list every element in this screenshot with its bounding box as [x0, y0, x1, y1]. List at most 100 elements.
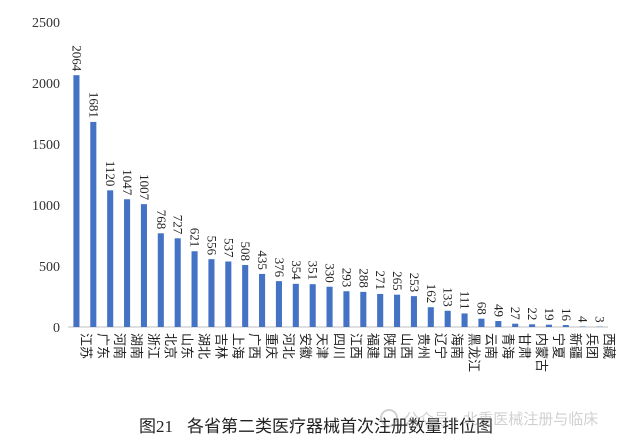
bar	[377, 293, 384, 327]
bar	[157, 233, 164, 327]
data-label: 27	[508, 307, 523, 321]
bar	[73, 75, 80, 327]
bar	[208, 259, 215, 327]
data-label: 4	[576, 316, 591, 323]
category-label: 河北	[281, 333, 296, 359]
category-label: 宁夏	[551, 333, 566, 359]
category-label: 湖南	[129, 333, 144, 359]
data-label: 19	[542, 308, 557, 321]
data-label: 727	[171, 215, 186, 235]
data-label: 2064	[69, 45, 84, 72]
category-label: 四川	[332, 333, 347, 359]
bar	[140, 204, 147, 327]
bar	[394, 294, 401, 327]
data-label: 354	[289, 260, 304, 280]
data-label: 49	[491, 304, 506, 317]
bar	[309, 284, 316, 327]
category-label: 安徽	[298, 333, 313, 359]
category-label: 广西	[247, 333, 262, 359]
bar	[495, 321, 502, 327]
category-label: 内蒙古	[534, 333, 549, 372]
category-label: 北京	[163, 333, 178, 359]
data-label: 288	[356, 268, 371, 288]
data-label: 330	[323, 263, 338, 283]
category-label: 海南	[450, 333, 465, 359]
category-label: 贵州	[416, 333, 431, 359]
category-label: 福建	[365, 333, 380, 359]
bar	[427, 307, 434, 327]
data-label: 351	[306, 261, 321, 281]
watermark-text: 公众号 · 北重医械注册与临床	[404, 409, 599, 428]
data-label: 621	[188, 228, 203, 248]
data-label: 508	[238, 242, 253, 262]
bar	[326, 286, 333, 327]
category-label: 山东	[180, 333, 195, 359]
category-label: 西藏	[602, 333, 617, 359]
bar	[292, 283, 299, 327]
bar	[512, 323, 519, 327]
data-label: 253	[407, 273, 422, 293]
bar	[275, 281, 282, 327]
data-label: 271	[373, 270, 388, 290]
data-label: 265	[390, 271, 405, 291]
category-label: 甘肃	[517, 333, 532, 359]
category-label: 陕西	[382, 333, 397, 359]
category-label: 辽宁	[433, 333, 448, 359]
bar	[529, 324, 536, 327]
caption-number: 图21	[139, 416, 173, 436]
category-label: 河南	[112, 333, 127, 359]
bar	[444, 310, 451, 327]
caption-text: 各省第二类医疗器械首次注册数量排位图	[187, 416, 493, 437]
category-label: 山西	[399, 333, 414, 359]
data-label: 1007	[137, 174, 152, 201]
bar	[360, 291, 367, 327]
bar	[410, 296, 417, 327]
data-label: 68	[474, 302, 489, 315]
category-label: 云南	[483, 333, 498, 359]
data-label: 537	[221, 238, 236, 258]
y-tick-label: 1500	[32, 138, 60, 153]
data-label: 376	[272, 258, 287, 278]
category-label: 天津	[315, 333, 330, 359]
category-label: 江西	[348, 333, 363, 359]
data-label: 111	[458, 291, 473, 310]
data-label: 1681	[86, 92, 101, 118]
bar-chart: 0 500 1000 1500 2000 2500 2064 江苏 1681 广东 1120 河南 10…	[32, 16, 617, 372]
data-label: 162	[424, 284, 439, 304]
category-label: 兵团	[585, 333, 600, 359]
y-tick-label: 500	[39, 260, 60, 275]
y-tick-label: 2500	[32, 16, 60, 31]
data-label: 16	[559, 308, 574, 322]
data-label: 22	[525, 307, 540, 320]
bar	[562, 325, 569, 327]
data-label: 133	[441, 287, 456, 307]
category-label: 黑龙江	[467, 333, 482, 372]
category-label: 青海	[500, 333, 515, 359]
data-label: 435	[255, 250, 270, 270]
category-label: 重庆	[264, 333, 279, 359]
bar	[242, 265, 249, 327]
category-label: 上海	[230, 333, 245, 359]
category-label: 江苏	[78, 333, 93, 359]
bar	[191, 251, 198, 327]
bar	[461, 313, 468, 327]
bar	[90, 121, 97, 327]
data-label: 1120	[103, 161, 118, 187]
data-label: 1047	[120, 169, 135, 196]
category-label: 新疆	[568, 333, 583, 359]
data-label: 768	[154, 210, 169, 230]
figure-caption: 图21 各省第二类医疗器械首次注册数量排位图	[0, 410, 632, 438]
y-tick-label: 1000	[32, 199, 60, 214]
bar	[225, 261, 232, 327]
bar	[343, 291, 350, 327]
y-tick-label: 2000	[32, 77, 60, 92]
bar	[259, 273, 266, 327]
category-label: 湖北	[197, 333, 212, 359]
bar	[107, 190, 114, 327]
bar	[545, 324, 552, 327]
category-label: 浙江	[146, 333, 161, 359]
data-label: 556	[204, 236, 219, 256]
watermark: 公众号 · 北重医械注册与临床	[380, 404, 598, 432]
bar	[478, 318, 485, 327]
